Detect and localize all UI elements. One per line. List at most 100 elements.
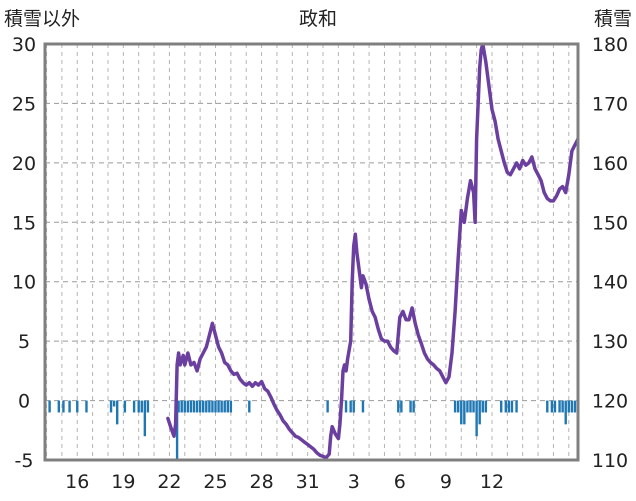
x-tick-label: 12 [480,471,504,493]
bar [220,400,223,413]
bar [472,400,475,413]
line-series [166,44,578,460]
bar [564,400,567,425]
bar [570,400,574,413]
bar [412,400,415,413]
bar [205,400,208,413]
bar [226,400,229,413]
bar [453,400,457,413]
bar [137,400,140,413]
bar [460,400,463,425]
bar [192,400,196,413]
right-tick-label: 130 [592,331,628,353]
x-tick-label: 25 [203,471,227,493]
bar [202,400,205,413]
bar [177,400,180,413]
left-axis-ticks: -5 0 5 10 15 20 25 30 [12,34,36,472]
left-tick-label: 30 [12,34,36,56]
bar [208,400,211,413]
bar [109,400,113,413]
bar [123,400,127,413]
bar [132,400,136,413]
right-tick-label: 140 [592,272,628,294]
bar [475,400,478,437]
bar [85,400,88,413]
bar [400,400,403,413]
left-axis-title: 積雪以外 [4,8,80,30]
x-tick-label: 31 [296,471,320,493]
bar [349,400,352,413]
right-tick-label: 150 [592,212,628,234]
bar [195,400,199,413]
bar [68,400,71,413]
bar [57,400,61,413]
x-tick-label: 16 [65,471,89,493]
bar [62,400,65,413]
x-tick-label: 22 [157,471,181,493]
bar [463,400,466,425]
bar [248,400,251,413]
bar [469,400,472,413]
bar [48,400,51,413]
bar [567,400,570,413]
bar [214,400,217,413]
left-tick-label: 15 [12,212,36,234]
bar [456,400,460,413]
right-axis-ticks: 110 120 130 140 150 160 170 180 [592,34,628,472]
bar [140,400,143,413]
bar [186,400,190,413]
x-tick-label: 6 [394,471,406,493]
bar [504,400,508,413]
bar [550,400,554,413]
x-tick-label: 19 [111,471,135,493]
bar [76,400,79,413]
bar [183,400,186,413]
bar [466,400,469,413]
bar [211,400,214,413]
right-tick-label: 170 [592,93,628,115]
left-tick-label: 5 [18,331,30,353]
bar [361,400,365,413]
bar [175,400,179,460]
era-label: 政和 [299,8,337,30]
bar [561,400,564,413]
x-tick-label: 9 [440,471,452,493]
x-tick-label: 28 [249,471,273,493]
right-tick-label: 110 [592,450,628,472]
bar [115,400,119,425]
right-tick-label: 180 [592,34,628,56]
bar [352,400,355,413]
bar [344,400,348,413]
bar [397,400,400,413]
left-tick-label: 25 [12,93,36,115]
left-tick-label: 10 [12,272,36,294]
x-tick-label: 3 [348,471,360,493]
x-axis-ticks: 16 19 22 25 28 31 3 6 9 12 [65,471,504,493]
bar [507,400,511,413]
bar [478,400,481,425]
right-tick-label: 120 [592,391,628,413]
bar [223,400,226,413]
left-tick-label: 20 [12,153,36,175]
bar [546,400,549,413]
bar [515,400,518,413]
bar [217,400,220,413]
right-tick-label: 160 [592,153,628,175]
bar [198,400,202,413]
plot-frame [43,42,580,462]
bar [326,400,329,413]
left-tick-label: 0 [18,391,30,413]
bar [189,400,193,413]
bar [510,400,514,413]
bar-series [48,400,578,460]
bar [229,400,233,413]
left-tick-label: -5 [15,450,34,472]
bar [499,400,503,413]
bar [180,400,183,413]
series-line [166,44,578,460]
right-axis-title: 積雪 [594,8,632,30]
bar [573,400,577,413]
bar [146,400,150,413]
bar [112,400,116,407]
